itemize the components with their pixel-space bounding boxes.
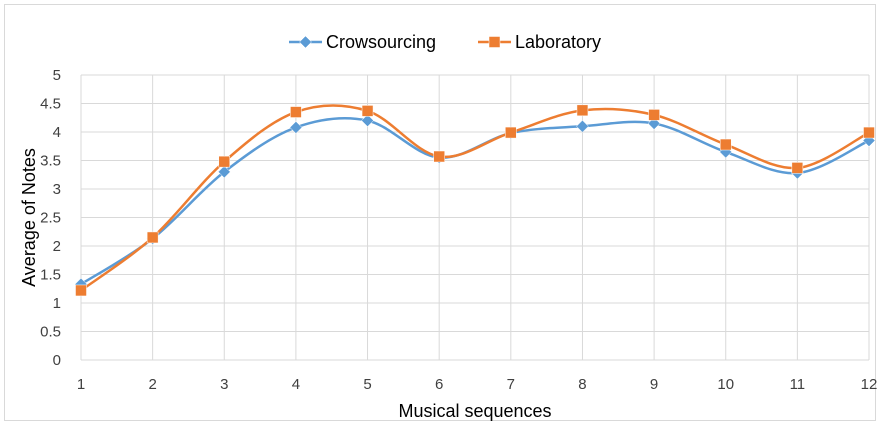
crowsourcing-legend-marker bbox=[299, 35, 312, 49]
x-tick-label: 1 bbox=[77, 376, 85, 393]
y-tick-label: 2.5 bbox=[40, 210, 61, 227]
laboratory-data-point bbox=[218, 155, 231, 168]
y-tick-label: 3.5 bbox=[40, 153, 61, 170]
laboratory-data-point bbox=[75, 284, 87, 297]
crowsourcing-data-point bbox=[217, 165, 231, 179]
crowsourcing-series-line bbox=[80, 116, 870, 286]
y-tick-label: 1.5 bbox=[40, 267, 61, 284]
y-tick-label: 4 bbox=[53, 124, 61, 141]
x-tick-label: 6 bbox=[435, 376, 443, 393]
y-tick-label: 0.5 bbox=[40, 324, 61, 341]
laboratory-legend-label: Laboratory bbox=[515, 32, 601, 52]
x-tick-label: 3 bbox=[220, 376, 228, 393]
laboratory-data-point bbox=[290, 106, 302, 118]
y-tick-label: 3 bbox=[53, 181, 61, 198]
y-tick-label: 2 bbox=[53, 238, 61, 255]
x-tick-label: 8 bbox=[578, 376, 586, 393]
laboratory-data-point bbox=[719, 138, 732, 151]
laboratory-data-point bbox=[863, 126, 875, 139]
y-tick-label: 5 bbox=[53, 67, 61, 84]
x-tick-label: 12 bbox=[861, 376, 878, 393]
y-axis-title: Average of Notes bbox=[19, 148, 39, 287]
laboratory-data-point bbox=[648, 109, 660, 121]
laboratory-data-point bbox=[146, 231, 159, 244]
crowsourcing-legend-label: Crowsourcing bbox=[326, 32, 436, 52]
x-tick-label: 11 bbox=[790, 376, 806, 393]
y-tick-label: 4.5 bbox=[40, 96, 61, 113]
y-tick-label: 0 bbox=[53, 352, 61, 369]
x-axis-title: Musical sequences bbox=[398, 401, 551, 421]
x-tick-label: 7 bbox=[507, 376, 515, 393]
x-tick-label: 10 bbox=[717, 376, 734, 393]
laboratory-data-point bbox=[576, 104, 589, 117]
x-tick-label: 2 bbox=[148, 376, 156, 393]
chart-frame bbox=[4, 4, 876, 421]
crowsourcing-data-point bbox=[361, 114, 374, 127]
x-tick-label: 9 bbox=[650, 376, 658, 393]
laboratory-legend-marker bbox=[488, 36, 501, 48]
x-tick-label: 4 bbox=[292, 376, 300, 393]
y-tick-label: 1 bbox=[53, 295, 61, 312]
laboratory-data-point bbox=[361, 105, 374, 117]
x-tick-label: 5 bbox=[363, 376, 371, 393]
laboratory-data-point bbox=[505, 126, 517, 139]
laboratory-data-point bbox=[433, 150, 445, 163]
laboratory-series-line bbox=[80, 104, 870, 292]
laboratory-data-point bbox=[791, 162, 804, 174]
crowsourcing-data-point bbox=[289, 121, 303, 134]
crowsourcing-data-point bbox=[576, 119, 589, 133]
